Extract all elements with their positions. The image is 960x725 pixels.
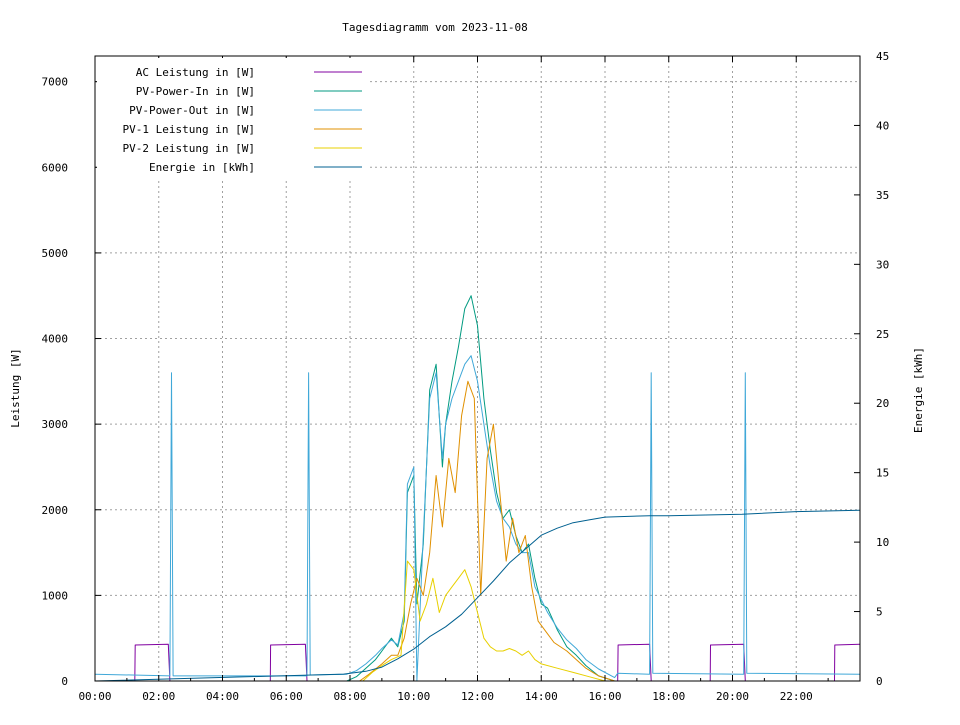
x-tick-label: 02:00 [142,690,175,703]
y2-tick-label: 45 [876,50,889,63]
y2-tick-label: 40 [876,119,889,132]
series-lines [94,295,861,682]
series-line-5 [95,560,860,682]
series-line-4 [95,380,860,682]
x-tick-label: 14:00 [525,690,558,703]
series-line-3 [94,355,861,682]
y2-tick-label: 35 [876,189,889,202]
x-tick-label: 00:00 [78,690,111,703]
x-tick-label: 16:00 [588,690,621,703]
y-tick-label: 4000 [42,333,69,346]
x-tick-label: 04:00 [206,690,239,703]
legend-label: PV-2 Leistung in [W] [123,142,255,155]
series-line-1 [95,643,861,682]
x-tick-label: 06:00 [270,690,303,703]
x-tick-label: 12:00 [461,690,494,703]
x-tick-label: 08:00 [333,690,366,703]
y2-axis-label: Energie [kWh] [912,347,925,433]
y2-tick-label: 25 [876,328,889,341]
legend: AC Leistung in [W] PV-Power-In in [W] PV-P… [123,66,362,174]
x-tick-label: 18:00 [652,690,685,703]
y-tick-label: 2000 [42,504,69,517]
y2-tick-label: 20 [876,397,889,410]
y-tick-label: 1000 [42,589,69,602]
legend-label: Energie in [kWh] [149,161,255,174]
chart-title: Tagesdiagramm vom 2023-11-08 [342,21,527,34]
y2-tick-label: 10 [876,536,889,549]
y-tick-label: 3000 [42,418,69,431]
legend-label: PV-Power-Out in [W] [129,104,255,117]
y-tick-label: 7000 [42,76,69,89]
y-axis-label: Leistung [W] [9,348,22,427]
legend-label: PV-1 Leistung in [W] [123,123,255,136]
y2-tick-label: 15 [876,467,889,480]
axes: 00:00 02:00 04:00 06:00 08:00 10:00 12:00 14:00… [42,50,890,703]
legend-label: AC Leistung in [W] [136,66,255,79]
grid-lines [95,56,860,681]
x-tick-label: 10:00 [397,690,430,703]
legend-background [97,58,367,178]
y2-tick-label: 0 [876,675,883,688]
y2-tick-label: 5 [876,606,883,619]
legend-label: PV-Power-In in [W] [136,85,255,98]
y2-tick-label: 30 [876,258,889,271]
y-tick-label: 5000 [42,247,69,260]
x-tick-label: 20:00 [716,690,749,703]
x-tick-label: 22:00 [780,690,813,703]
y-tick-label: 6000 [42,161,69,174]
y-tick-label: 0 [61,675,68,688]
series-line-6 [94,509,861,682]
